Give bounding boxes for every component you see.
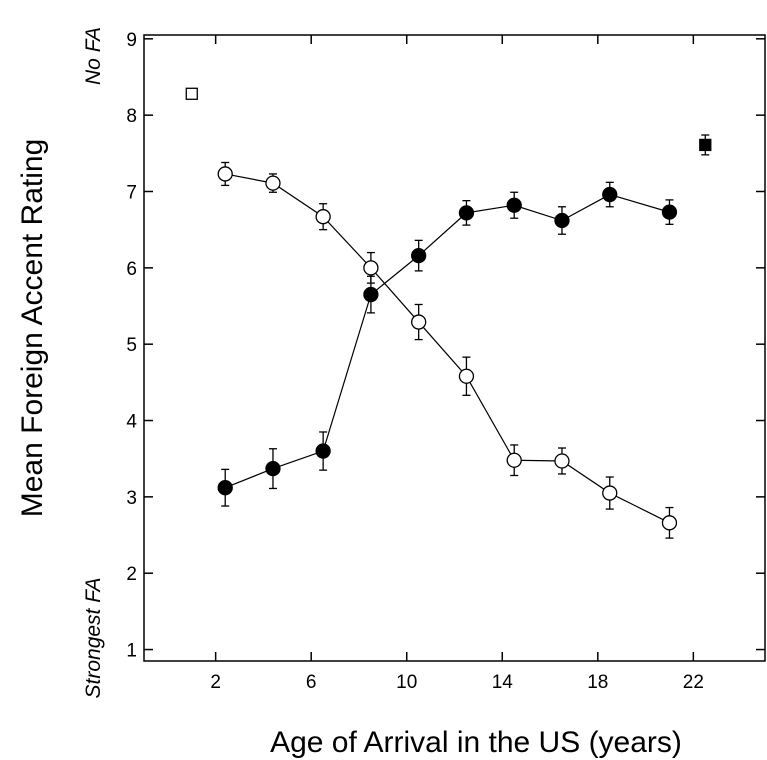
data-point: [458, 368, 475, 384]
x-tick-label: 10: [396, 672, 417, 693]
data-point: [411, 314, 427, 330]
data-point: [554, 453, 570, 469]
series-open-circle-line: [217, 161, 678, 539]
series-filled-circle-line: [217, 181, 678, 507]
axis-ticks: [144, 35, 765, 661]
x-axis-title: Age of Arrival in the US (years): [270, 726, 682, 759]
x-tick-label: 14: [492, 672, 514, 693]
y-tick-label: 5: [126, 335, 137, 356]
data-point: [458, 205, 475, 221]
x-tick-label: 6: [306, 672, 317, 693]
data-point: [217, 480, 233, 496]
plot-frame: [143, 34, 766, 662]
data-point: [411, 247, 427, 264]
x-tick-label: 22: [683, 672, 704, 693]
data-point: [315, 209, 331, 225]
series-layer: [185, 87, 712, 539]
y-tick-label: 2: [126, 564, 137, 585]
data-point: [265, 175, 281, 191]
data-point: [554, 212, 570, 229]
data-point: [661, 204, 678, 220]
data-point: [265, 460, 281, 477]
data-point: [506, 197, 522, 213]
data-point: [506, 452, 522, 468]
y-tick-labels: 1 2 3 4 5 6 7 8 9: [126, 30, 137, 662]
y-tick-label: 4: [126, 412, 137, 433]
series-line: [225, 173, 670, 524]
y-axis-title: Mean Foreign Accent Rating: [16, 139, 49, 518]
x-tick-labels: 2 6 10 14 18 22: [210, 672, 704, 693]
data-point-square: [185, 87, 198, 100]
x-tick-label: 2: [210, 672, 221, 693]
y-tick-label: 6: [126, 259, 137, 280]
data-point: [602, 485, 618, 501]
y-tick-label: 9: [126, 30, 137, 51]
y-tick-label: 7: [126, 183, 137, 204]
y-label-bottom: Strongest FA: [82, 578, 105, 699]
data-point-square: [699, 138, 712, 152]
y-tick-label: 1: [126, 641, 137, 662]
data-point: [363, 286, 379, 303]
data-point: [602, 186, 618, 203]
y-tick-label: 3: [126, 488, 137, 509]
series-open-square: [185, 87, 198, 100]
y-tick-label: 8: [126, 106, 137, 127]
series-filled-square: [699, 134, 712, 156]
data-point: [217, 166, 233, 182]
y-label-top: No FA: [82, 27, 105, 85]
series-line: [224, 193, 670, 489]
data-point: [661, 515, 678, 531]
data-point: [363, 260, 379, 276]
data-point: [315, 443, 331, 459]
x-tick-label: 18: [587, 672, 608, 693]
